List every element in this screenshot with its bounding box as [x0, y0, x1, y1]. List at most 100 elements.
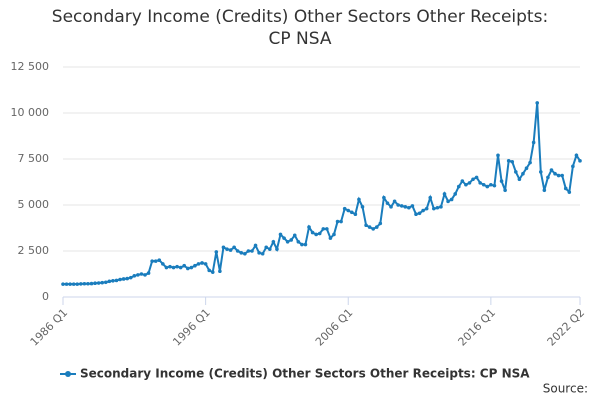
- point: [503, 188, 507, 193]
- point: [139, 272, 144, 276]
- point: [171, 265, 176, 270]
- point: [225, 247, 229, 251]
- point: [96, 281, 101, 285]
- point: [253, 243, 258, 248]
- point: [399, 204, 404, 208]
- point: [435, 205, 440, 210]
- y-tick-label: 0: [42, 290, 49, 303]
- point: [307, 225, 311, 229]
- legend-marker: [65, 371, 71, 377]
- point: [553, 171, 557, 176]
- point: [350, 210, 354, 215]
- point: [460, 179, 465, 183]
- point: [538, 170, 543, 174]
- line: [63, 102, 581, 286]
- point: [285, 240, 290, 244]
- point: [339, 219, 343, 224]
- point: [82, 281, 87, 286]
- point: [257, 251, 261, 255]
- point: [132, 274, 137, 278]
- x-tick-label: 2016 Q1: [456, 306, 499, 349]
- point: [478, 181, 482, 185]
- point: [175, 264, 179, 269]
- point: [278, 232, 283, 237]
- point: [524, 166, 529, 170]
- point: [218, 269, 222, 274]
- point: [360, 205, 365, 209]
- point: [571, 164, 575, 169]
- point: [563, 186, 568, 191]
- x-tick-label: 2022 Q2: [545, 306, 588, 349]
- point: [296, 240, 301, 244]
- point: [250, 249, 254, 253]
- point: [100, 280, 105, 285]
- point: [243, 251, 247, 256]
- point: [75, 282, 80, 286]
- point: [499, 179, 504, 183]
- point: [535, 101, 540, 105]
- y-tick-label: 7 500: [18, 152, 50, 165]
- point: [578, 159, 582, 163]
- point: [282, 236, 286, 240]
- point: [146, 271, 151, 275]
- point: [367, 225, 372, 229]
- point: [335, 219, 340, 224]
- point: [560, 173, 564, 178]
- y-tick-label: 12 500: [11, 60, 50, 73]
- point: [68, 282, 72, 286]
- point: [449, 197, 454, 202]
- point: [246, 249, 251, 253]
- point: [389, 205, 393, 209]
- point: [64, 282, 69, 286]
- point: [514, 170, 518, 174]
- point: [382, 195, 386, 200]
- point: [467, 181, 472, 185]
- point: [414, 212, 418, 216]
- point: [239, 251, 244, 255]
- point: [510, 159, 515, 164]
- point: [321, 227, 326, 231]
- point: [310, 230, 315, 235]
- point: [107, 279, 112, 284]
- point: [303, 242, 308, 247]
- point: [521, 171, 525, 176]
- x-tick-label: 1986 Q1: [28, 306, 71, 349]
- chart-title: Secondary Income (Credits) Other Sectors…: [51, 7, 549, 49]
- point: [567, 190, 572, 194]
- y-tick-label: 5 000: [18, 198, 50, 211]
- point: [446, 199, 450, 204]
- point: [118, 277, 122, 282]
- point: [182, 263, 187, 268]
- point: [289, 238, 293, 242]
- point: [232, 245, 236, 250]
- point: [417, 211, 422, 216]
- point: [210, 270, 215, 274]
- point: [439, 205, 443, 209]
- point: [424, 206, 429, 211]
- point: [517, 177, 522, 182]
- legend-label: Secondary Income (Credits) Other Sectors…: [80, 367, 530, 381]
- point: [332, 232, 336, 237]
- point: [485, 184, 490, 189]
- point: [410, 204, 415, 208]
- point: [549, 168, 554, 172]
- point: [492, 183, 497, 188]
- point: [114, 278, 119, 283]
- point: [200, 261, 204, 265]
- point: [193, 263, 197, 268]
- point: [496, 153, 500, 158]
- point: [396, 203, 400, 207]
- point: [271, 240, 276, 244]
- point: [235, 249, 240, 253]
- point: [474, 175, 479, 180]
- point: [214, 250, 219, 254]
- point: [506, 159, 511, 163]
- point: [275, 247, 279, 251]
- point: [103, 280, 108, 285]
- point: [428, 195, 433, 200]
- point: [125, 276, 129, 281]
- point: [207, 268, 211, 273]
- x-tick-label: 1996 Q1: [170, 306, 213, 349]
- point: [531, 140, 536, 145]
